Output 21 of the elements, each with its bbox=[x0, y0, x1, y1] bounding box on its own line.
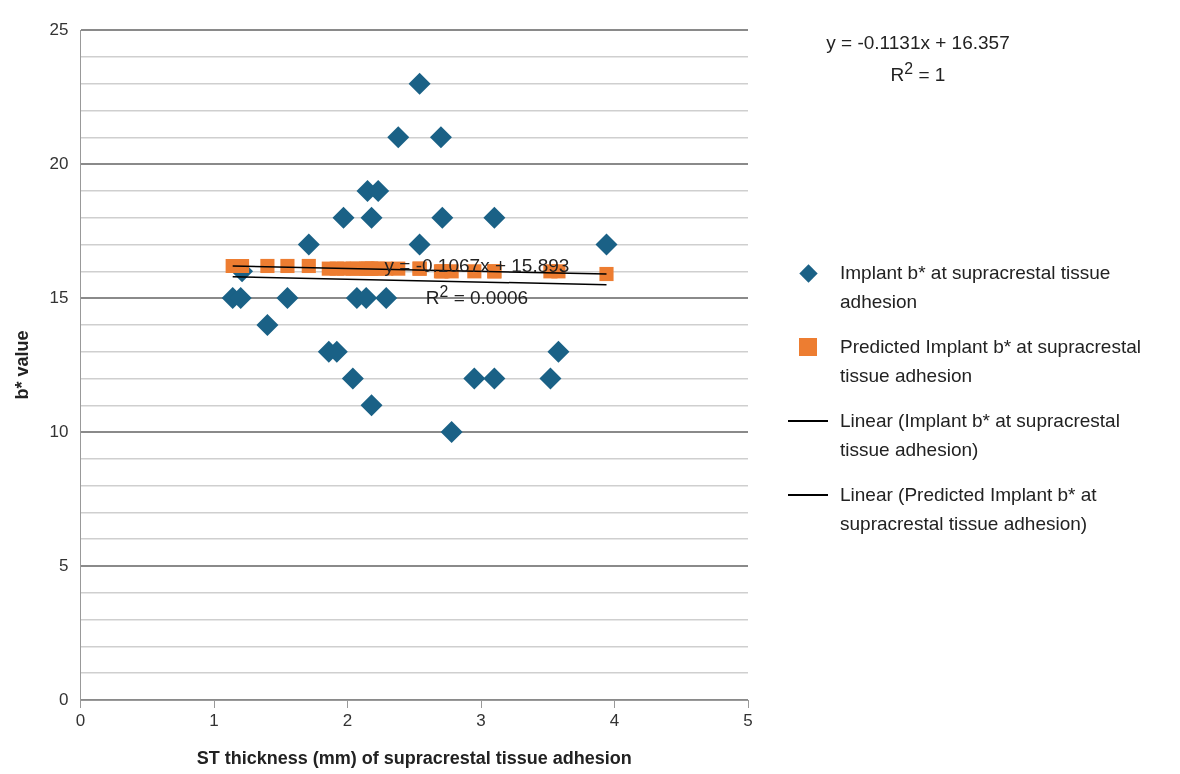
y-tick-label: 10 bbox=[49, 421, 69, 441]
text: y = -0.1131x + 16.357 bbox=[825, 31, 1011, 55]
y-tick-label: 0 bbox=[59, 689, 69, 709]
legend-label: Implant b* at supracrestal tissue adhesion bbox=[840, 261, 1112, 314]
y-tick-label: 25 bbox=[49, 19, 69, 39]
y-tick-label: 20 bbox=[49, 153, 69, 173]
y-tick-label: 5 bbox=[59, 555, 69, 575]
x-tick-label: 2 bbox=[342, 710, 353, 730]
annotation: R$^{2}$ = 0.0006 bbox=[425, 282, 529, 310]
legend-label: Linear (Implant b* at supracrestal tissue adhesion) bbox=[840, 409, 1121, 462]
y-tick-label: 15 bbox=[49, 287, 69, 307]
legend-label: Linear (Predicted Implant b* at supracrestal tissue adhesion) bbox=[840, 483, 1098, 536]
y-axis-title: b* value bbox=[11, 330, 32, 400]
x-axis-title: ST thickness (mm) of supracrestal tissue adhesion bbox=[196, 748, 632, 769]
x-tick-label: 3 bbox=[476, 710, 486, 730]
x-tick-label: 0 bbox=[75, 710, 86, 730]
text: R$^{2}$ = 1 bbox=[889, 59, 947, 88]
legend-label: Predicted Implant b* at supracrestal tissue adhesion bbox=[840, 335, 1142, 388]
x-tick-label: 5 bbox=[743, 710, 753, 730]
x-tick-label: 1 bbox=[209, 710, 219, 730]
x-tick-label: 4 bbox=[609, 710, 620, 730]
